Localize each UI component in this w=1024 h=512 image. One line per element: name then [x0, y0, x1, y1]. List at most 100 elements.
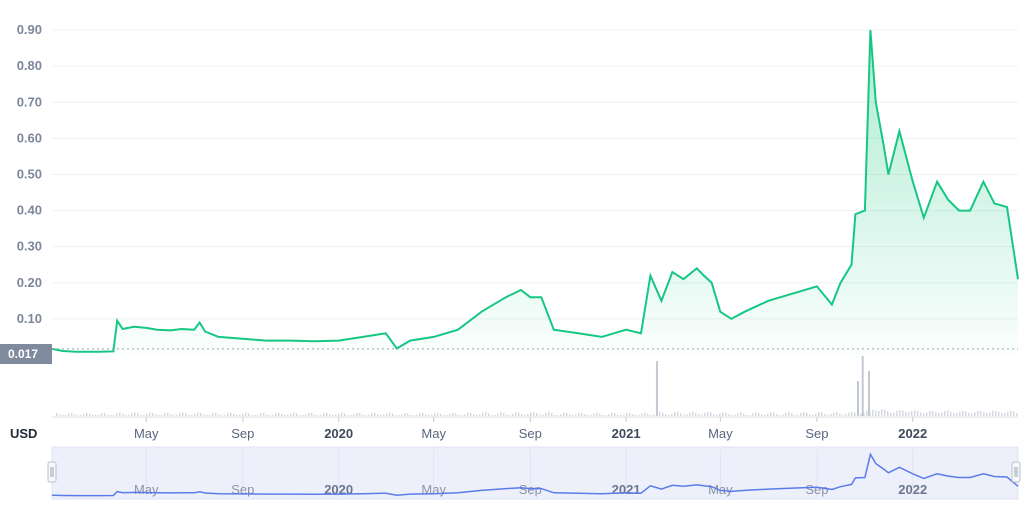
volume-bar — [335, 415, 337, 416]
volume-bar — [134, 412, 136, 416]
volume-bar — [170, 414, 172, 416]
volume-bar — [632, 414, 634, 416]
volume-bar — [995, 410, 997, 416]
volume-bar — [350, 415, 352, 416]
x-tick-label: 2022 — [898, 426, 927, 441]
volume-bar — [752, 413, 754, 416]
y-tick-label: 0.50 — [17, 166, 42, 181]
volume-bar — [776, 413, 778, 416]
volume-bar — [65, 415, 67, 416]
volume-bar — [785, 412, 787, 416]
volume-bar — [176, 415, 178, 416]
navigator-tick-label: Sep — [519, 482, 542, 497]
volume-bar — [1007, 411, 1009, 416]
volume-bar — [137, 413, 139, 416]
volume-bar — [425, 414, 427, 416]
range-navigator[interactable]: May Sep 2020 May Sep 2021 May Sep 2022 — [47, 446, 1021, 500]
volume-bar — [854, 412, 856, 416]
volume-bar — [272, 415, 274, 416]
price-area-fill — [52, 30, 1018, 355]
navigator-right-handle[interactable] — [1011, 461, 1021, 483]
volume-bar — [455, 413, 457, 416]
volume-bar — [650, 415, 652, 416]
volume-bar — [842, 414, 844, 416]
volume-bar — [443, 415, 445, 416]
volume-bar — [1001, 413, 1003, 416]
volume-bar — [578, 413, 580, 416]
volume-bar — [236, 415, 238, 416]
y-tick-label: 0.10 — [17, 311, 42, 326]
volume-bar — [269, 415, 271, 416]
volume-bar — [647, 413, 649, 416]
volume-bar — [332, 415, 334, 416]
volume-bar — [635, 415, 637, 416]
volume-bar — [746, 415, 748, 416]
volume-bar — [185, 413, 187, 416]
volume-bar — [935, 412, 937, 416]
volume-bar — [98, 414, 100, 416]
volume-bar — [299, 415, 301, 416]
navigator-line — [51, 452, 1019, 497]
volume-bar — [530, 412, 532, 416]
volume-bar — [470, 412, 472, 416]
volume-bar — [194, 413, 196, 416]
volume-bar — [251, 415, 253, 416]
volume-bar — [191, 415, 193, 416]
volume-bar — [461, 415, 463, 416]
navigator-selection[interactable] — [51, 446, 1019, 500]
volume-bar — [467, 412, 469, 416]
volume-bar — [566, 412, 568, 416]
current-price-badge: 0.017 — [0, 344, 52, 364]
volume-bar — [368, 414, 370, 416]
y-tick-label: 0.70 — [17, 94, 42, 109]
volume-bar — [260, 412, 262, 416]
navigator-tick-label: Sep — [805, 482, 828, 497]
volume-bar — [545, 413, 547, 416]
x-tick-label: May — [708, 426, 733, 441]
volume-bar — [932, 410, 934, 416]
volume-bar — [644, 412, 646, 416]
volume-bar — [89, 413, 91, 416]
volume-bar — [968, 412, 970, 416]
volume-bar — [371, 413, 373, 416]
volume-bar — [866, 410, 868, 416]
volume-bar — [740, 412, 742, 416]
volume-bar — [731, 415, 733, 416]
volume-bar — [500, 412, 502, 416]
volume-bar — [638, 415, 640, 416]
volume-bar — [707, 411, 709, 416]
volume-bar — [845, 414, 847, 416]
volume-bar — [179, 413, 181, 416]
volume-bar — [590, 415, 592, 416]
volume-bar — [248, 413, 250, 416]
volume-bar — [359, 413, 361, 416]
volume-bar — [806, 412, 808, 416]
navigator-tick-label: May — [708, 482, 733, 497]
volume-bar — [158, 415, 160, 416]
volume-bar — [605, 415, 607, 416]
volume-bar — [308, 412, 310, 416]
volume-bar — [965, 411, 967, 416]
volume-bar — [887, 411, 889, 416]
volume-bar — [548, 412, 550, 416]
volume-bar — [161, 414, 163, 416]
volume-bar — [611, 412, 613, 416]
volume-bar — [434, 413, 436, 416]
volume-bar — [962, 410, 964, 416]
navigator-left-handle[interactable] — [47, 461, 57, 483]
volume-bar — [758, 412, 760, 416]
volume-bar — [128, 415, 130, 416]
volume-bar — [668, 415, 670, 416]
x-tick-label: 2020 — [324, 426, 353, 441]
volume-bar — [680, 413, 682, 416]
volume-bar — [317, 415, 319, 416]
volume-bar — [1004, 413, 1006, 416]
volume-bar — [941, 412, 943, 416]
volume-bar — [263, 412, 265, 416]
navigator-tick-label: May — [421, 482, 446, 497]
volume-bar — [395, 415, 397, 416]
volume-bar — [449, 414, 451, 416]
volume-bar — [92, 415, 94, 416]
volume-bar — [683, 414, 685, 416]
volume-bar — [557, 415, 559, 416]
